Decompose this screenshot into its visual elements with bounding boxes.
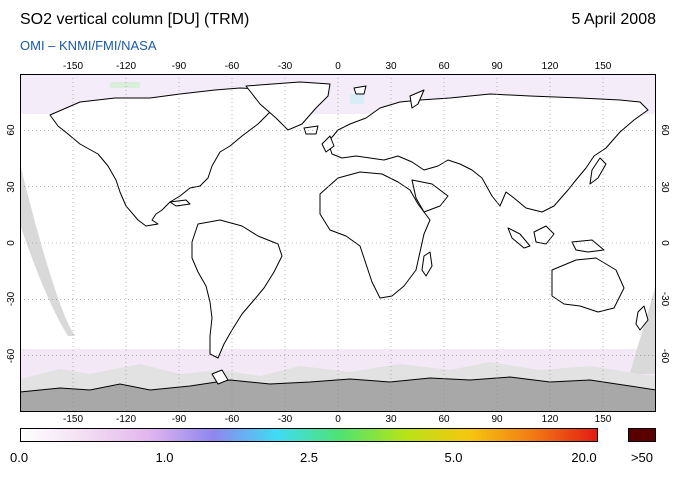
lon-tick-bottom: -30 — [277, 414, 293, 425]
colorbar-label: 0.0 — [10, 450, 29, 465]
novaya-zemlya — [409, 89, 425, 109]
colorbar-label: >50 — [630, 450, 654, 465]
map-title: SO2 vertical column [DU] (TRM) — [20, 11, 250, 28]
lon-tick-top: -30 — [277, 61, 293, 72]
lon-tick-bottom: -90 — [171, 414, 187, 425]
lat-tick-left: 30 — [6, 181, 17, 193]
south-america — [191, 219, 283, 359]
lon-tick-top: -150 — [62, 61, 84, 72]
svalbard — [353, 85, 367, 95]
north-america — [49, 87, 301, 227]
lon-tick-top: 60 — [438, 61, 450, 72]
great-britain — [321, 135, 335, 153]
colorbar-label: 20.0 — [571, 450, 597, 465]
lat-tick-left: 0 — [6, 240, 17, 246]
cuba — [169, 199, 191, 207]
lat-tick-right: -60 — [659, 348, 670, 363]
missing-data-right-gore — [630, 284, 656, 374]
data-credit: OMI – KNMI/FMI/NASA — [20, 38, 157, 53]
arabia — [411, 179, 449, 213]
lon-tick-bottom: 120 — [541, 414, 559, 425]
overflow-color-box — [628, 428, 656, 442]
lon-tick-top: 90 — [491, 61, 503, 72]
lat-tick-left: -60 — [6, 348, 17, 363]
japan — [589, 157, 607, 185]
lon-tick-top: -60 — [224, 61, 240, 72]
lat-tick-right: 0 — [659, 240, 670, 246]
lon-tick-bottom: 60 — [438, 414, 450, 425]
madagascar — [421, 251, 433, 277]
lon-tick-bottom: 90 — [491, 414, 503, 425]
eurasia — [327, 93, 649, 213]
colorbar-label: 5.0 — [444, 450, 463, 465]
lon-tick-top: 30 — [385, 61, 397, 72]
lon-tick-top: -120 — [115, 61, 137, 72]
lat-tick-right: 60 — [659, 124, 670, 136]
graticule — [20, 74, 656, 412]
missing-data-left-gore — [20, 164, 75, 336]
lon-tick-bottom: 0 — [335, 414, 341, 425]
lon-tick-bottom: -120 — [115, 414, 137, 425]
australia — [551, 257, 625, 313]
noise-arctic-cyan — [350, 94, 364, 104]
greenland — [245, 81, 331, 131]
noise-arctic-green — [110, 82, 140, 88]
lat-tick-left: -30 — [6, 292, 17, 307]
lat-tick-right: 30 — [659, 181, 670, 193]
new-zealand — [635, 305, 649, 331]
color-scale-bar — [20, 428, 598, 442]
lon-tick-bottom: -60 — [224, 414, 240, 425]
lon-tick-bottom: 30 — [385, 414, 397, 425]
iceland — [303, 125, 319, 135]
colorbar-label: 2.5 — [299, 450, 319, 465]
lon-tick-bottom: 150 — [594, 414, 612, 425]
map-date: 5 April 2008 — [571, 11, 656, 28]
lon-tick-top: -90 — [171, 61, 187, 72]
lat-tick-right: -30 — [659, 292, 670, 307]
world-map — [20, 74, 656, 412]
antarctic-peninsula — [211, 369, 229, 385]
lon-tick-top: 150 — [594, 61, 612, 72]
lat-tick-left: 60 — [6, 124, 17, 136]
africa — [319, 171, 431, 299]
lon-tick-top: 0 — [335, 61, 341, 72]
lon-tick-bottom: -150 — [62, 414, 84, 425]
lon-tick-top: 120 — [541, 61, 559, 72]
colorbar-label: 1.0 — [155, 450, 174, 465]
